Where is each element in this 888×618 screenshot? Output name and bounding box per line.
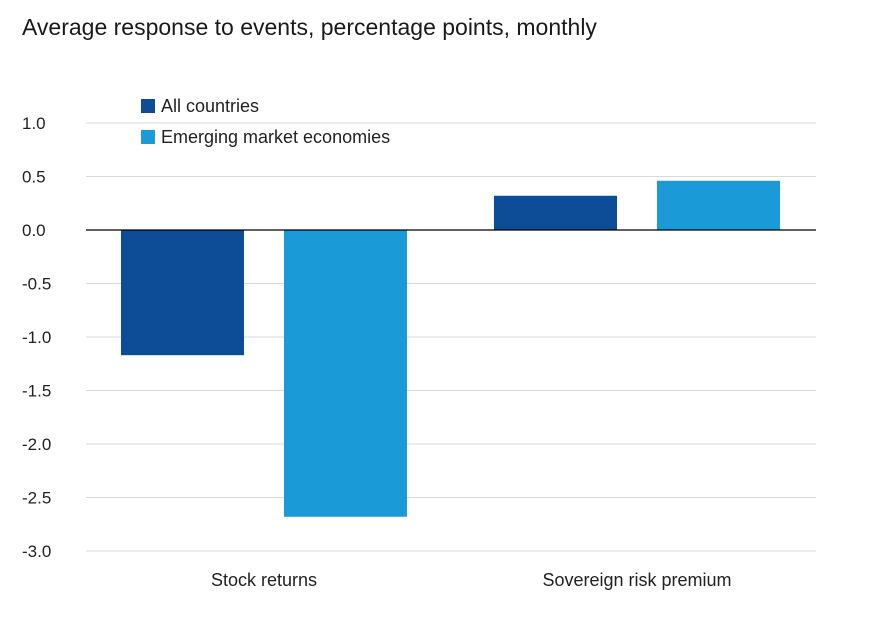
y-tick-label: -1.5 [22, 382, 51, 401]
bar-emerging-markets-stock-returns [284, 230, 407, 517]
y-axis-ticks: 1.0 0.5 0.0 -0.5 -1.0 -1.5 -2.0 -2.5 -3.0 [22, 114, 51, 561]
y-tick-label: -1.0 [22, 328, 51, 347]
legend-swatch [141, 99, 155, 113]
y-tick-label: -0.5 [22, 275, 51, 294]
bar-all-countries-stock-returns [121, 230, 244, 356]
y-tick-label: -2.5 [22, 489, 51, 508]
y-tick-label: 1.0 [22, 114, 46, 133]
x-axis-categories: Stock returns Sovereign risk premium [211, 570, 732, 590]
legend-swatch [141, 130, 155, 144]
bar-emerging-markets-sovereign-risk [657, 180, 780, 230]
chart-title: Average response to events, percentage p… [22, 14, 597, 40]
legend-label: Emerging market economies [161, 127, 390, 147]
x-category-label: Sovereign risk premium [542, 570, 731, 590]
legend: All countries Emerging market economies [141, 96, 390, 147]
y-tick-label: -3.0 [22, 542, 51, 561]
x-category-label: Stock returns [211, 570, 317, 590]
y-tick-label: 0.5 [22, 168, 46, 187]
bars [121, 180, 780, 517]
y-tick-label: -2.0 [22, 435, 51, 454]
legend-label: All countries [161, 96, 259, 116]
bar-all-countries-sovereign-risk [494, 195, 617, 230]
y-tick-label: 0.0 [22, 221, 46, 240]
